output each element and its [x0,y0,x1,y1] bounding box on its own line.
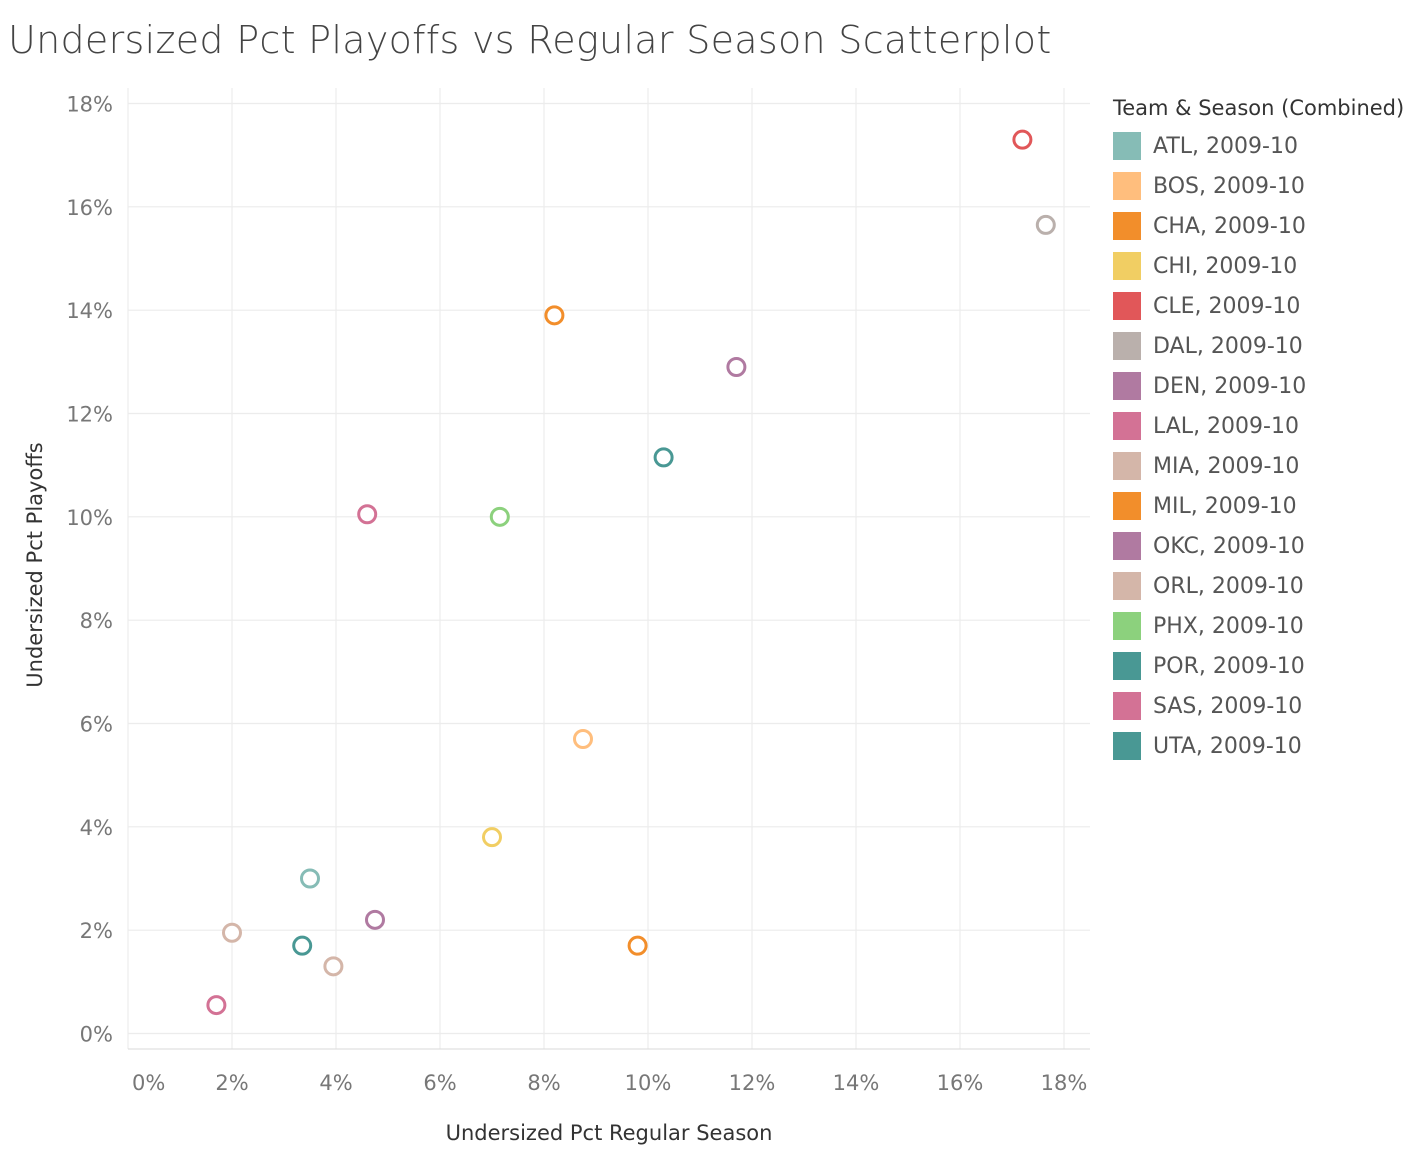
legend-item: POR, 2009-10 [1113,646,1423,686]
legend-swatch [1113,492,1141,520]
legend-label: OKC, 2009-10 [1153,533,1305,559]
y-tick-label: 10% [66,506,113,530]
data-point [653,447,674,468]
legend-label: MIA, 2009-10 [1153,453,1300,479]
data-point [222,922,242,943]
legend-label: UTA, 2009-10 [1153,733,1302,759]
y-axis-title: Undersized Pct Playoffs [23,442,47,687]
legend-swatch [1113,732,1141,760]
y-tick-label: 16% [66,196,113,220]
legend-label: PHX, 2009-10 [1153,613,1304,639]
y-tick-label: 8% [80,609,113,633]
data-point [300,868,320,889]
data-point [365,909,385,930]
legend-swatch [1113,372,1141,400]
legend-swatch [1113,452,1141,480]
data-point [1012,129,1033,150]
y-tick-label: 6% [80,713,113,737]
legend-label: POR, 2009-10 [1153,653,1305,679]
x-tick-label: 16% [937,1071,984,1095]
legend-swatch [1113,212,1141,240]
legend-title: Team & Season (Combined) [1113,96,1405,120]
legend-swatch [1113,252,1141,280]
axis-layer: 0% 2% 4% 6% 8% 10% 12% 14% 16% 18% 0% 2% 4% 6% 8% 10% 12… [66,93,1090,1095]
legend-item: BOS, 2009-10 [1113,166,1423,206]
legend-swatch [1113,292,1141,320]
data-point [573,729,593,749]
x-tick-label: 2% [215,1071,248,1095]
legend-label: BOS, 2009-10 [1153,173,1305,199]
y-tick-label: 12% [66,403,113,427]
legend-label: ATL, 2009-10 [1153,133,1298,159]
scatter-plot: 0% 2% 4% 6% 8% 10% 12% 14% 16% 18% 0% 2% 4% 6% 8% 10% 12… [23,88,1090,1145]
data-point [292,935,313,956]
legend-item: ORL, 2009-10 [1113,566,1423,606]
x-tick-label: 12% [729,1071,776,1095]
data-point [323,956,344,977]
data-point [726,357,747,377]
legend-label: CHA, 2009-10 [1153,213,1306,239]
legend-swatch [1113,612,1141,640]
legend-item: DEN, 2009-10 [1113,366,1423,406]
legend-item: PHX, 2009-10 [1113,606,1423,646]
legend-items: ATL, 2009-10 BOS, 2009-10 CHA, 2009-10 CHI,… [1113,126,1423,766]
legend-item: SAS, 2009-10 [1113,686,1423,726]
x-tick-label: 8% [527,1071,560,1095]
legend-swatch [1113,172,1141,200]
x-tick-label: 10% [625,1071,672,1095]
data-point [1035,214,1056,235]
legend-label: CHI, 2009-10 [1153,253,1298,279]
legend-item: UTA, 2009-10 [1113,726,1423,766]
data-point [627,935,648,956]
legend-item: CLE, 2009-10 [1113,286,1423,326]
points-layer [206,129,1056,1016]
legend: Team & Season (Combined) ATL, 2009-10 BOS… [1113,96,1423,766]
chart-title: Undersized Pct Playoffs vs Regular Seaso… [8,18,1052,62]
legend-label: CLE, 2009-10 [1153,293,1301,319]
x-tick-label: 14% [833,1071,880,1095]
data-point [489,506,510,527]
legend-label: MIL, 2009-10 [1153,493,1297,519]
legend-swatch [1113,532,1141,560]
legend-swatch [1113,652,1141,680]
x-tick-label: 18% [1041,1071,1088,1095]
legend-label: DAL, 2009-10 [1153,333,1303,359]
data-point [482,827,502,848]
y-tick-label: 0% [80,1023,113,1047]
legend-item: CHI, 2009-10 [1113,246,1423,286]
legend-swatch [1113,412,1141,440]
data-point [357,504,378,525]
x-tick-label: 6% [423,1071,456,1095]
legend-item: ATL, 2009-10 [1113,126,1423,166]
legend-swatch [1113,692,1141,720]
legend-item: MIL, 2009-10 [1113,486,1423,526]
data-point [206,995,227,1016]
legend-label: ORL, 2009-10 [1153,573,1304,599]
data-point [544,305,565,326]
y-tick-label: 18% [66,93,113,117]
grid-layer [127,88,1090,1049]
legend-item: MIA, 2009-10 [1113,446,1423,486]
legend-swatch [1113,572,1141,600]
y-tick-label: 4% [80,816,113,840]
legend-label: DEN, 2009-10 [1153,373,1307,399]
legend-item: OKC, 2009-10 [1113,526,1423,566]
x-axis-title: Undersized Pct Regular Season [446,1121,773,1145]
legend-item: CHA, 2009-10 [1113,206,1423,246]
legend-item: DAL, 2009-10 [1113,326,1423,366]
legend-label: LAL, 2009-10 [1153,413,1299,439]
x-tick-label: 4% [319,1071,352,1095]
x-tick-label: 0% [132,1071,165,1095]
legend-swatch [1113,132,1141,160]
y-tick-label: 2% [80,919,113,943]
legend-item: LAL, 2009-10 [1113,406,1423,446]
y-tick-label: 14% [66,299,113,323]
legend-label: SAS, 2009-10 [1153,693,1303,719]
legend-swatch [1113,332,1141,360]
